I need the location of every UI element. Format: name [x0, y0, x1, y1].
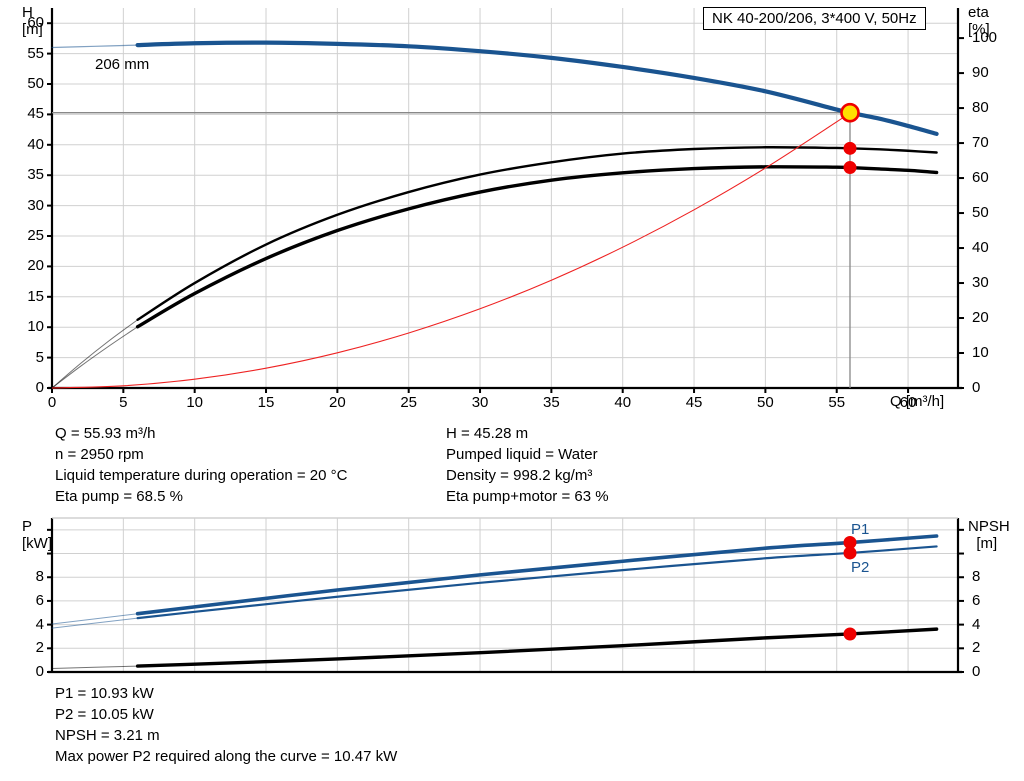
main-x-tick-45: 45	[685, 394, 703, 411]
main-y-left-tick-45: 45	[27, 105, 44, 123]
lower-y-left-tick-6: 6	[35, 591, 44, 609]
main-y-left-tick-25: 25	[27, 227, 44, 244]
power-info-block: P1 = 10.93 kW P2 = 10.05 kW NPSH = 3.21 …	[55, 683, 397, 767]
main-y-right-tick-60: 60	[972, 169, 989, 187]
p1-curve-label: P1	[851, 521, 870, 538]
info-q: Q = 55.93 m³/h	[55, 425, 156, 442]
head-curve-thin	[51, 44, 142, 49]
main-y-right-tick-10: 10	[972, 344, 989, 361]
lower-y-left-tick-8: 8	[35, 568, 44, 586]
main-x-tick-0: 0	[47, 394, 57, 411]
main-chart-grid	[47, 8, 964, 393]
duty-point-marker	[840, 102, 860, 123]
main-x-tick-40: 40	[614, 394, 632, 411]
main-y-right-tick-30: 30	[972, 274, 989, 292]
main-y-left-tick-10: 10	[27, 318, 44, 336]
info-density: Density = 998.2 kg/m³	[446, 467, 593, 484]
lower-y-left-axis-title: P [kW]	[22, 518, 52, 552]
main-y-left-tick-0: 0	[35, 379, 44, 396]
lower-chart-curves	[51, 534, 939, 669]
main-chart-curves	[51, 40, 939, 389]
main-y-right-tick-40: 40	[972, 239, 989, 257]
info-p2: P2 = 10.05 kW	[55, 706, 154, 723]
main-y-left-tick-40: 40	[27, 135, 44, 153]
lower-y-right-axis-title: NPSH [m]	[968, 518, 1010, 552]
info-liquid-temperature: Liquid temperature during operation = 20…	[55, 467, 348, 484]
head-curve	[135, 40, 939, 136]
main-y-right-tick-20: 20	[972, 309, 989, 327]
duty-info-left: Q = 55.93 m³/h n = 2950 rpm Liquid tempe…	[55, 423, 347, 507]
info-speed: n = 2950 rpm	[55, 446, 144, 463]
main-x-axis-title: Q [m³/h]	[890, 393, 945, 410]
main-x-tick-25: 25	[400, 394, 418, 411]
p1-duty-marker	[843, 536, 857, 550]
info-eta-pump-motor: Eta pump+motor = 63 %	[446, 488, 609, 505]
p1-curve	[135, 534, 939, 616]
npsh-curve	[135, 627, 939, 668]
main-x-tick-5: 5	[119, 394, 128, 411]
lower-y-right-tick-4: 4	[972, 615, 981, 633]
main-x-tick-30: 30	[471, 394, 489, 411]
main-x-tick-35: 35	[543, 394, 560, 411]
impeller-diameter-label: 206 mm	[95, 56, 150, 73]
main-x-tick-10: 10	[186, 394, 204, 411]
lower-y-left-tick-4: 4	[35, 615, 44, 633]
lower-chart-grid	[47, 517, 964, 674]
main-x-tick-20: 20	[329, 394, 346, 411]
npsh-curve-thin	[51, 665, 145, 669]
eta-pump-motor-curve-thin	[51, 324, 141, 389]
main-x-tick-60: 60	[899, 394, 917, 411]
main-y-left-tick-5: 5	[35, 348, 44, 366]
main-y-left-tick-30: 30	[27, 196, 44, 214]
info-pumped-liquid: Pumped liquid = Water	[446, 446, 598, 463]
lower-y-right-tick-2: 2	[972, 639, 981, 657]
main-y-left-axis-title: H [m]	[22, 4, 43, 38]
lower-y-right-tick-8: 8	[972, 568, 981, 586]
main-y-left-tick-15: 15	[27, 287, 44, 305]
chart-title-box: NK 40-200/206, 3*400 V, 50Hz	[703, 7, 926, 30]
p2-duty-marker	[843, 546, 857, 560]
main-y-right-tick-80: 80	[972, 99, 989, 117]
main-y-left-tick-20: 20	[27, 257, 44, 275]
main-y-left-tick-60: 60	[27, 14, 44, 32]
info-eta-pump: Eta pump = 68.5 %	[55, 488, 183, 505]
main-y-right-tick-90: 90	[972, 64, 989, 82]
info-h: H = 45.28 m	[446, 425, 529, 442]
lower-y-right-tick-0: 0	[972, 663, 981, 680]
p2-curve-label: P2	[851, 559, 870, 576]
system-curve	[51, 112, 851, 389]
lower-y-left-tick-0: 0	[35, 663, 44, 680]
eta-pump-motor-duty-marker	[843, 161, 857, 175]
p2-curve	[136, 545, 938, 620]
eta-pump-curve	[136, 146, 938, 321]
main-y-left-tick-50: 50	[27, 75, 44, 92]
main-y-left-tick-55: 55	[27, 44, 44, 62]
main-x-tick-55: 55	[828, 394, 846, 411]
info-max-power: Max power P2 required along the curve = …	[55, 748, 398, 765]
lower-y-left-tick-2: 2	[35, 639, 44, 657]
duty-info-right: H = 45.28 m Pumped liquid = Water Densit…	[446, 423, 609, 507]
info-npsh: NPSH = 3.21 m	[55, 727, 160, 744]
main-y-right-tick-70: 70	[972, 134, 989, 152]
npsh-duty-marker	[843, 627, 857, 641]
lower-y-right-tick-6: 6	[972, 591, 981, 609]
main-y-right-axis-title: eta [%]	[968, 4, 990, 38]
main-x-tick-15: 15	[257, 394, 275, 411]
main-y-right-tick-50: 50	[972, 204, 989, 222]
main-y-right-tick-0: 0	[972, 379, 981, 396]
eta-pump-duty-marker	[843, 141, 857, 155]
info-p1: P1 = 10.93 kW	[55, 685, 154, 702]
main-y-left-tick-35: 35	[27, 166, 44, 184]
main-x-tick-50: 50	[757, 394, 774, 411]
eta-pump-motor-curve	[135, 165, 939, 329]
main-y-right-tick-100: 100	[972, 29, 998, 47]
